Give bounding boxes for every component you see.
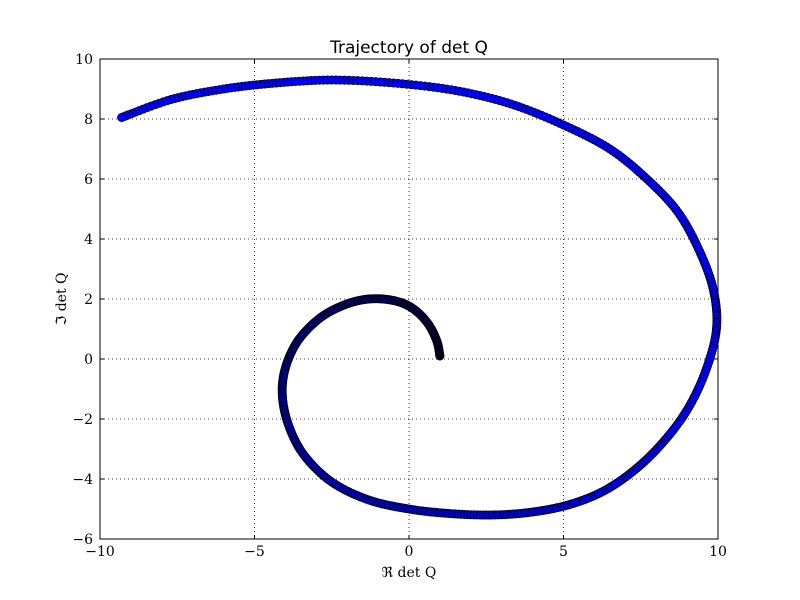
trajectory-point xyxy=(117,113,127,123)
y-tick-label: 10 xyxy=(75,52,93,68)
y-tick-label: 4 xyxy=(84,232,93,248)
y-tick-label: −4 xyxy=(72,472,93,488)
scatter-points xyxy=(117,75,722,520)
y-tick-label: 8 xyxy=(84,112,93,128)
x-tick-label: −5 xyxy=(244,544,265,560)
y-tick-label: 0 xyxy=(84,352,93,368)
x-tick-label: 0 xyxy=(405,544,414,560)
y-axis-label: ℑ det Q xyxy=(54,272,70,325)
y-tick-label: 6 xyxy=(84,172,93,188)
axis-ticks: −10 −5 0 5 10 −6 −4 −2 0 2 4 6 8 10 xyxy=(72,52,727,560)
x-axis-label: ℜ det Q xyxy=(382,565,437,581)
x-tick-label: −10 xyxy=(85,544,115,560)
y-tick-label: −6 xyxy=(72,532,93,548)
grid xyxy=(100,59,718,539)
y-tick-label: −2 xyxy=(72,412,93,428)
x-tick-label: 5 xyxy=(559,544,568,560)
chart-title: Trajectory of det Q xyxy=(329,38,488,58)
x-tick-label: 10 xyxy=(709,544,727,560)
y-tick-label: 2 xyxy=(84,292,93,308)
